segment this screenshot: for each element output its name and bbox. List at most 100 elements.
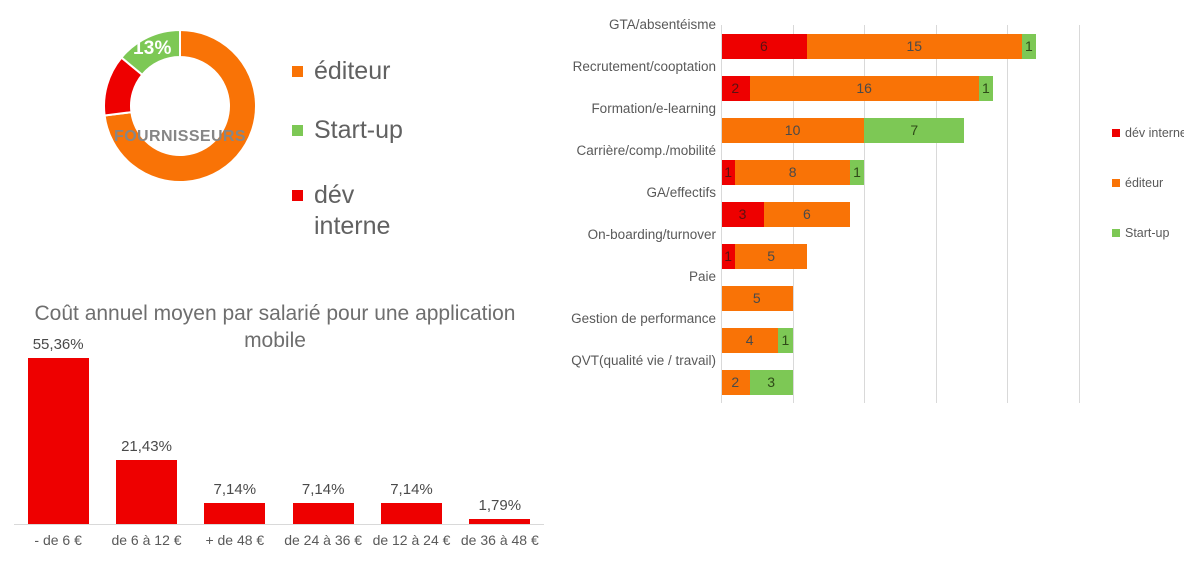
column-chart-title: Coût annuel moyen par salarié pour une a… <box>34 302 516 352</box>
stacked-segment-value: 6 <box>760 38 768 54</box>
donut-legend-item-dev-interne[interactable]: dév interne <box>292 180 462 242</box>
stacked-bar-segment[interactable]: 3 <box>749 369 793 395</box>
column-bar-group: 7,14% <box>375 352 448 524</box>
stacked-chart-plot-area: 6 15 1 2 16 1 10 7 1 8 1 3 6 1 5 5 4 1 2 3 <box>721 25 1080 403</box>
column-bar-group: 1,79% <box>463 352 536 524</box>
column-bar-group: 7,14% <box>198 352 271 524</box>
stacked-category-label: Gestion de performance <box>571 311 716 326</box>
gridline <box>935 25 937 403</box>
column-category-label: de 36 à 48 € <box>460 532 539 548</box>
column-bar[interactable] <box>469 518 531 524</box>
gridline <box>864 25 866 403</box>
stacked-bar-segment[interactable]: 1 <box>778 327 793 353</box>
stacked-bar-segment[interactable]: 7 <box>864 117 965 143</box>
stacked-segment-value: 2 <box>731 80 740 96</box>
stacked-bar-segment[interactable]: 15 <box>806 33 1022 59</box>
stacked-segment-value: 10 <box>784 122 801 138</box>
stacked-bar-row: 10 7 <box>721 117 1079 143</box>
column-chart-plot-area: 55,36% 21,43% 7,14% 7,14% 7,14% 1,79% <box>14 336 544 524</box>
column-bar[interactable] <box>381 502 442 524</box>
stacked-bar-segment[interactable]: 3 <box>721 201 764 227</box>
stacked-bar-segment[interactable]: 6 <box>721 33 807 59</box>
stacked-bar-row: 1 8 1 <box>721 159 1079 185</box>
legend-swatch-icon <box>292 190 303 201</box>
stacked-bar-row: 6 15 1 <box>721 33 1079 59</box>
stacked-segment-value: 5 <box>767 248 775 264</box>
stacked-category-label: Paie <box>688 269 716 284</box>
cout-annuel-column-chart: Coût annuel moyen par salarié pour une a… <box>0 292 560 576</box>
stacked-legend-item-dev-interne[interactable]: dév interne <box>1112 126 1184 140</box>
column-category-label: de 6 à 12 € <box>111 532 182 548</box>
stacked-segment-value: 4 <box>745 332 754 348</box>
stacked-legend-item-editeur[interactable]: éditeur <box>1112 176 1184 190</box>
stacked-segment-value: 7 <box>910 122 919 138</box>
stacked-segment-value: 1 <box>853 164 861 180</box>
stacked-legend-label: dév interne <box>1125 126 1184 140</box>
column-value-label: 7,14% <box>301 480 345 498</box>
stacked-chart-axis-line <box>721 25 722 403</box>
stacked-bar-segment[interactable]: 4 <box>721 327 779 353</box>
stacked-bar-segment[interactable]: 2 <box>721 369 750 395</box>
column-value-label: 7,14% <box>213 480 257 498</box>
column-bar[interactable] <box>27 358 89 524</box>
stacked-segment-value: 16 <box>856 80 872 96</box>
stacked-segment-value: 6 <box>803 206 811 222</box>
stacked-bar-segment[interactable]: 5 <box>735 243 807 269</box>
stacked-bar-segment[interactable]: 16 <box>749 75 979 101</box>
stacked-segment-value: 8 <box>788 164 797 180</box>
stacked-bar-segment[interactable]: 5 <box>721 285 793 311</box>
fournisseurs-donut-chart: FOURNISSEURS 73% 13% 14% éditeur Start-u… <box>0 0 520 290</box>
stacked-chart-category-labels: GTA/absentéisme Recrutement/cooptation For… <box>540 8 716 398</box>
donut-legend-label: éditeur <box>314 57 391 85</box>
legend-swatch-icon <box>1112 179 1120 187</box>
stacked-bar-segment[interactable]: 6 <box>763 201 850 227</box>
stacked-category-label: Carrière/comp./mobilité <box>576 143 716 158</box>
legend-swatch-icon <box>292 125 303 136</box>
stacked-category-label: Recrutement/cooptation <box>572 59 716 74</box>
column-value-label: 55,36% <box>32 336 84 354</box>
donut-legend-item-editeur[interactable]: éditeur <box>292 56 462 87</box>
column-bar-group: 55,36% <box>22 336 95 524</box>
column-bar[interactable] <box>204 502 266 524</box>
stacked-segment-value: 3 <box>738 206 747 222</box>
gridline <box>1079 25 1080 403</box>
stacked-bar-segment[interactable]: 1 <box>721 159 736 185</box>
column-chart-category-labels: - de 6 € de 6 à 12 € + de 48 € de 24 à 36 €… <box>14 531 544 575</box>
column-value-label: 7,14% <box>390 480 433 498</box>
stacked-legend-label: Start-up <box>1125 226 1170 240</box>
stacked-bar-segment[interactable]: 1 <box>978 75 994 101</box>
stacked-legend-item-start-up[interactable]: Start-up <box>1112 226 1184 240</box>
donut-slice-start-up[interactable] <box>120 28 181 77</box>
column-chart-axis-line <box>14 524 544 525</box>
column-category-label: de 12 à 24 € <box>372 532 451 548</box>
stacked-segment-value: 2 <box>731 374 740 390</box>
column-value-label: 1,79% <box>478 496 522 514</box>
column-bar-group: 21,43% <box>110 352 183 524</box>
donut-legend-item-start-up[interactable]: Start-up <box>292 115 462 146</box>
stacked-bar-segment[interactable]: 8 <box>735 159 850 185</box>
stacked-bar-segment[interactable]: 1 <box>1021 33 1037 59</box>
stacked-segment-value: 15 <box>906 38 923 54</box>
column-bar[interactable] <box>116 459 177 524</box>
gridline <box>1007 25 1009 403</box>
stacked-bar-row: 2 16 1 <box>721 75 1079 101</box>
stacked-category-label: QVT(qualité vie / travail) <box>571 353 716 368</box>
stacked-category-label: GTA/absentéisme <box>608 17 716 32</box>
donut-slice-label-start-up: 14% <box>70 126 109 147</box>
donut-graphic <box>103 28 257 183</box>
stacked-bar-segment[interactable]: 2 <box>721 75 750 101</box>
stacked-category-label: On-boarding/turnover <box>587 227 716 242</box>
column-bar[interactable] <box>292 502 354 524</box>
donut-slice-label-dev-interne: 13% <box>133 38 172 59</box>
donut-slice--diteur[interactable] <box>103 28 257 183</box>
stacked-segment-value: 1 <box>724 248 733 264</box>
stacked-bar-segment[interactable]: 10 <box>721 117 865 143</box>
stacked-bar-segment[interactable]: 1 <box>721 243 736 269</box>
column-category-label: - de 6 € <box>34 532 82 548</box>
stacked-bar-row: 5 <box>721 285 1079 311</box>
column-value-label: 21,43% <box>121 437 172 455</box>
stacked-segment-value: 5 <box>752 290 761 306</box>
stacked-bar-segment[interactable]: 1 <box>849 159 865 185</box>
